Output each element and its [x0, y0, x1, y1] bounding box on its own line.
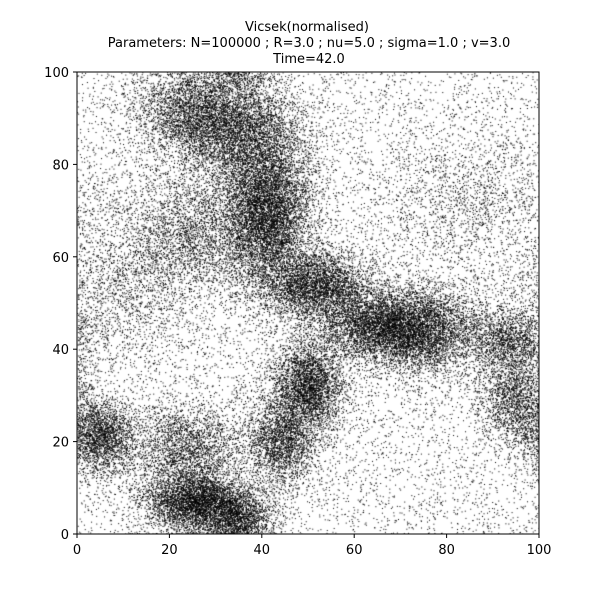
y-tick-label: 80 [52, 158, 69, 173]
x-axis: 0 20 40 60 80 100 [73, 534, 552, 558]
chart-time-label: Time=42.0 [272, 52, 345, 67]
x-tick-label: 80 [438, 543, 455, 558]
x-tick-label: 40 [254, 543, 271, 558]
y-tick-label: 0 [61, 528, 69, 543]
x-tick-label: 0 [73, 543, 81, 558]
plot-area [76, 71, 540, 535]
x-tick-label: 100 [527, 543, 552, 558]
chart-title: Vicsek(normalised) [245, 20, 369, 35]
chart-subtitle: Parameters: N=100000 ; R=3.0 ; nu=5.0 ; … [108, 36, 510, 51]
y-tick-label: 100 [44, 66, 69, 81]
x-tick-label: 60 [346, 543, 363, 558]
y-tick-label: 40 [52, 343, 69, 358]
plot-frame [76, 71, 540, 535]
y-tick-label: 20 [52, 436, 69, 451]
y-tick-label: 60 [52, 251, 69, 266]
particle-scatter [77, 72, 539, 534]
x-tick-label: 20 [161, 543, 178, 558]
y-axis: 0 20 40 60 80 100 [44, 66, 77, 543]
